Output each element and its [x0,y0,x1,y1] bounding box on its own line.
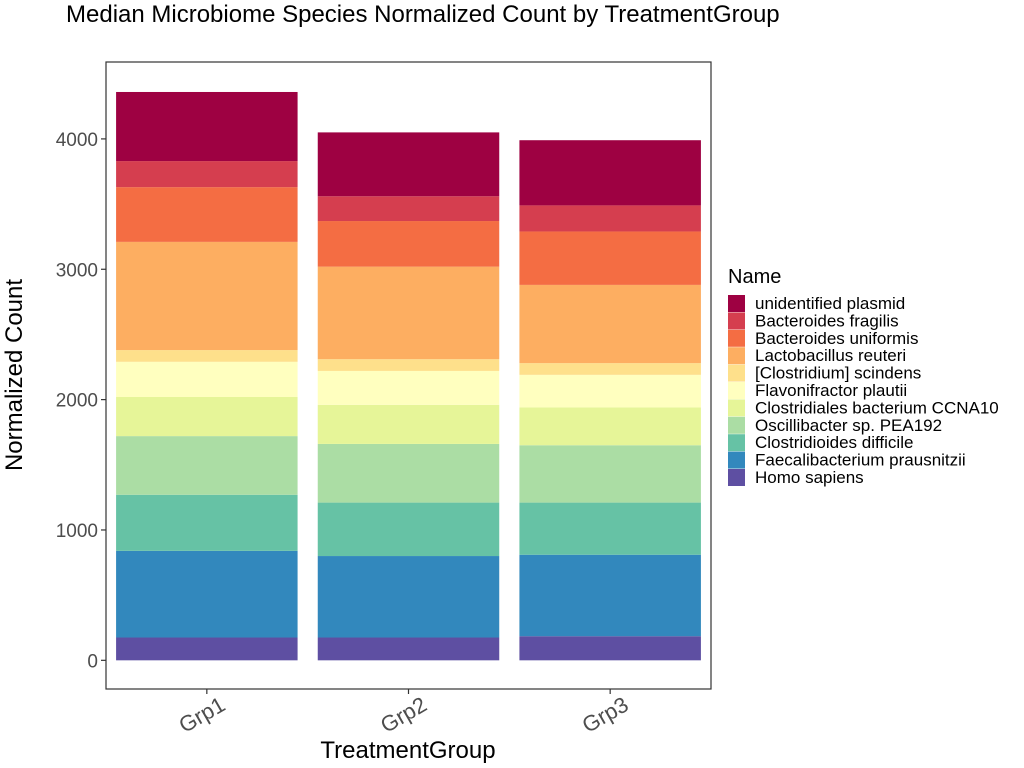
legend-label-unidentified-plasmid: unidentified plasmid [755,294,905,313]
bar-segment-grp3-clostridium-scindens [519,363,701,375]
x-tick-label: Grp1 [174,692,229,738]
bars-group [116,91,701,661]
bar-segment-grp3-clostridiales-bacterium-ccna10 [519,407,701,446]
bar-segment-grp1-homo-sapiens [116,637,298,661]
y-axis: 0 1000 2000 3000 4000 [56,130,106,672]
y-tick-label: 2000 [56,391,98,412]
x-tick-label: Grp2 [376,692,431,738]
legend-swatch-lactobacillus-reuteri [728,347,745,365]
bar-segment-grp3-oscillibacter-sp-pea192 [519,445,701,503]
bar-segment-grp1-faecalibacterium-prausnitzii [116,550,298,638]
bar-segment-grp3-homo-sapiens [519,636,701,661]
chart-title: Median Microbiome Species Normalized Cou… [66,1,780,28]
bar-segment-grp1-flavonifractor-plautii [116,361,298,398]
legend-label-flavonifractor-plautii: Flavonifractor plautii [755,381,907,400]
y-tick-label: 4000 [56,130,98,151]
legend-swatch-flavonifractor-plautii [728,382,745,399]
bar-segment-grp2-faecalibacterium-prausnitzii [317,556,500,638]
bar-segment-grp3-bacteroides-uniformis [519,231,701,285]
legend-label-oscillibacter-sp-pea192: Oscillibacter sp. PEA192 [755,416,942,435]
bar-segment-grp3-clostridioides-difficile [519,502,701,555]
legend-swatch-unidentified-plasmid [728,295,745,312]
legend-label-bacteroides-fragilis: Bacteroides fragilis [755,311,899,330]
bar-segment-grp1-lactobacillus-reuteri [116,241,298,351]
bar-segment-grp1-clostridiales-bacterium-ccna10 [116,397,298,437]
bar-segment-grp2-bacteroides-fragilis [317,196,500,222]
legend-swatch-clostridiales-bacterium-ccna10 [728,399,745,417]
bar-segment-grp1-clostridioides-difficile [116,494,298,551]
bar-segment-grp2-clostridiales-bacterium-ccna10 [317,404,500,444]
legend-swatch-clostridioides-difficile [728,434,745,452]
y-axis-title: Normalized Count [1,279,28,471]
legend-label-clostridium-scindens: [Clostridium] scindens [755,364,921,383]
bar-segment-grp3-lactobacillus-reuteri [519,284,701,364]
bar-segment-grp3-flavonifractor-plautii [519,374,701,408]
legend-swatch-bacteroides-uniformis [728,329,745,347]
legend-label-homo-sapiens: Homo sapiens [755,468,864,487]
bar-segment-grp2-oscillibacter-sp-pea192 [317,443,500,503]
bar-segment-grp2-clostridioides-difficile [317,502,500,557]
x-axis: Grp1 Grp2 Grp3 [174,689,633,738]
bar-segment-grp2-homo-sapiens [317,637,500,661]
bar-segment-grp2-bacteroides-uniformis [317,221,500,267]
bar-segment-grp1-bacteroides-fragilis [116,161,298,188]
bar-segment-grp2-lactobacillus-reuteri [317,266,500,360]
legend-label-clostridioides-difficile: Clostridioides difficile [755,433,913,452]
legend-swatch-oscillibacter-sp-pea192 [728,416,745,434]
bar-segment-grp1-oscillibacter-sp-pea192 [116,436,298,495]
legend-swatch-bacteroides-fragilis [728,312,745,330]
bar-segment-grp3-faecalibacterium-prausnitzii [519,554,701,637]
legend-label-faecalibacterium-prausnitzii: Faecalibacterium prausnitzii [755,451,966,470]
x-axis-title: TreatmentGroup [320,737,495,764]
bar-segment-grp2-flavonifractor-plautii [317,370,500,405]
bar-segment-grp1-clostridium-scindens [116,350,298,362]
legend-swatch-clostridium-scindens [728,364,745,382]
bar-segment-grp2-clostridium-scindens [317,359,500,371]
legend-title: Name [728,266,781,288]
x-tick-label: Grp3 [578,692,633,738]
bar-segment-grp1-unidentified-plasmid [116,91,298,162]
legend-swatch-homo-sapiens [728,469,745,486]
legend-label-bacteroides-uniformis: Bacteroides uniformis [755,329,918,348]
bar-segment-grp1-bacteroides-uniformis [116,187,298,242]
y-tick-label: 3000 [56,260,98,281]
legend-label-clostridiales-bacterium-ccna10: Clostridiales bacterium CCNA10 [755,398,999,417]
y-tick-label: 1000 [56,521,98,542]
bar-segment-grp3-bacteroides-fragilis [519,205,701,232]
bar-segment-grp2-unidentified-plasmid [317,132,500,197]
legend-label-lactobacillus-reuteri: Lactobacillus reuteri [755,346,906,365]
y-tick-label: 0 [87,651,98,672]
bar-segment-grp3-unidentified-plasmid [519,140,701,206]
legend-swatch-faecalibacterium-prausnitzii [728,451,745,469]
